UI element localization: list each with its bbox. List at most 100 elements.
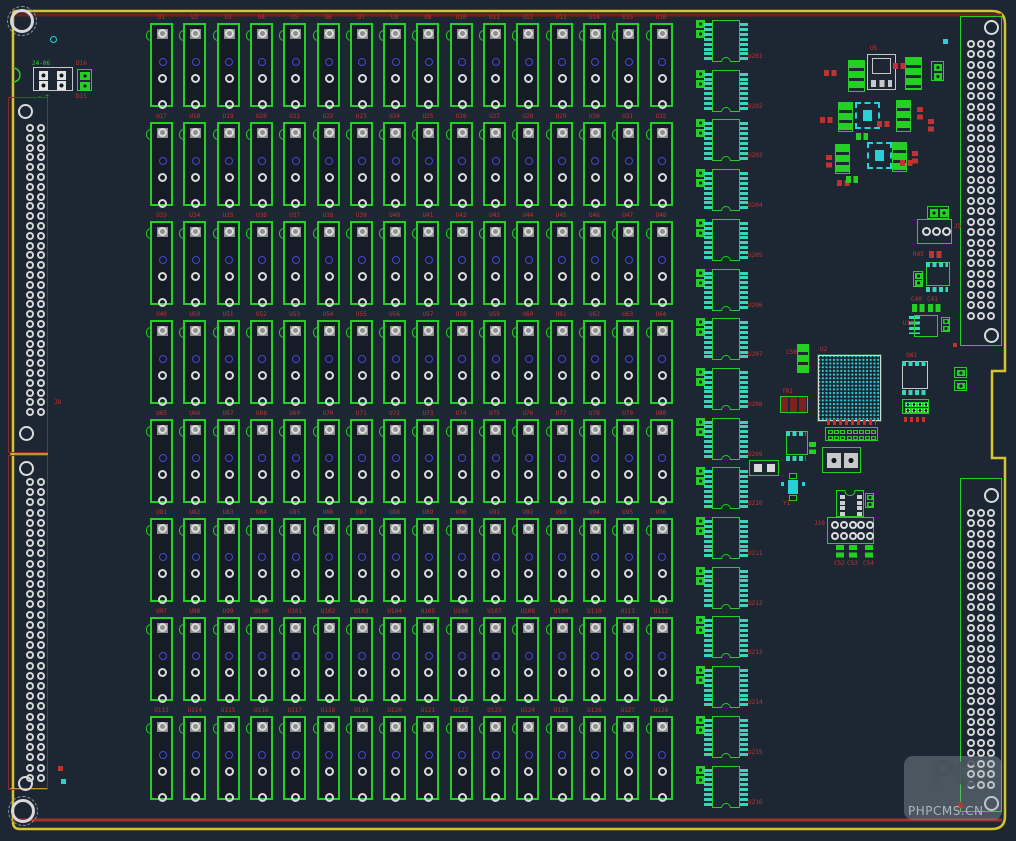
pad[interactable] [391,173,401,182]
pad[interactable] [987,686,995,695]
pad[interactable] [357,326,367,335]
pad[interactable] [26,222,34,230]
pad[interactable] [324,397,334,406]
relay-socket[interactable]: U68 [245,411,273,505]
pad[interactable] [967,613,975,622]
pad[interactable] [158,355,167,363]
pad[interactable] [977,655,985,664]
pad[interactable] [987,113,995,122]
pad[interactable] [524,157,533,165]
relay-socket[interactable]: U20 [245,114,273,208]
header-2x5[interactable] [827,517,875,544]
pad[interactable] [457,496,467,505]
pad[interactable] [557,569,567,578]
pad[interactable] [357,128,367,137]
pad[interactable] [987,196,995,205]
pad[interactable] [158,652,167,660]
pad[interactable] [590,272,600,281]
pad[interactable] [158,128,167,137]
resistor[interactable] [826,155,832,168]
resistor[interactable] [900,160,913,166]
pad[interactable] [967,238,975,247]
pad[interactable] [37,280,45,289]
pad[interactable] [26,241,34,250]
pad[interactable] [37,651,45,660]
soic-footprint[interactable] [786,431,808,461]
pad[interactable] [657,272,667,281]
pad[interactable] [967,728,975,737]
pad[interactable] [624,553,633,561]
relay-socket[interactable]: U87 [345,510,373,604]
pad[interactable] [37,241,45,250]
pad[interactable] [967,634,975,643]
pad[interactable] [324,128,334,137]
pad[interactable] [491,100,500,109]
pad[interactable] [424,668,434,677]
pad[interactable] [158,173,167,182]
pad[interactable] [491,371,500,380]
pad[interactable] [191,397,201,406]
diode-footprint[interactable] [865,493,874,508]
pad[interactable] [977,718,985,726]
ic-footprint[interactable]: U204 [696,169,762,217]
pad[interactable] [391,227,401,236]
pad[interactable] [224,173,234,182]
pad[interactable] [977,623,985,632]
pad[interactable] [391,29,401,38]
pad[interactable] [590,595,600,604]
pad[interactable] [557,623,567,632]
pad[interactable] [987,259,995,268]
relay-socket[interactable]: U42 [445,213,473,307]
pad[interactable] [325,256,333,264]
ic-footprint[interactable]: U216 [696,765,762,814]
pad[interactable] [291,668,301,677]
pad[interactable] [26,743,34,752]
pad[interactable] [191,553,200,561]
pad[interactable] [26,271,34,279]
pad[interactable] [852,430,858,434]
pad[interactable] [457,524,467,533]
pad[interactable] [977,50,985,59]
pad[interactable] [257,326,267,335]
pad[interactable] [834,436,840,440]
pad[interactable] [977,249,985,257]
pad[interactable] [424,74,434,83]
pad[interactable] [987,592,995,601]
pad[interactable] [491,326,500,335]
pad[interactable] [524,425,534,434]
pad[interactable] [591,454,600,462]
pad[interactable] [834,430,840,434]
pad[interactable] [987,186,995,195]
pad[interactable] [225,58,234,66]
pad[interactable] [357,29,367,38]
pad[interactable] [558,751,567,759]
pad[interactable] [977,123,985,132]
pad[interactable] [977,71,985,80]
resistor[interactable] [928,119,934,132]
pad[interactable] [977,102,985,111]
pad[interactable] [291,751,300,759]
pad[interactable] [291,298,301,307]
pad[interactable] [291,793,301,802]
pad[interactable] [657,694,667,703]
pad[interactable] [934,73,942,80]
relay-socket[interactable]: U43 [479,213,506,307]
pad[interactable] [37,261,45,270]
capacitor[interactable] [836,545,844,558]
pad[interactable] [977,134,985,143]
pad[interactable] [590,29,600,38]
pad[interactable] [424,227,434,236]
pad[interactable] [457,298,467,307]
pad[interactable] [987,249,995,257]
pad[interactable] [491,199,500,208]
pad[interactable] [37,641,45,650]
resistor[interactable] [837,180,850,186]
pad[interactable] [26,620,34,629]
pad[interactable] [967,207,975,216]
relay-socket[interactable]: U23 [345,114,373,208]
pad[interactable] [590,425,600,434]
pad[interactable] [967,550,975,559]
pad[interactable] [358,157,367,165]
pad[interactable] [987,134,995,143]
pad[interactable] [191,371,201,380]
